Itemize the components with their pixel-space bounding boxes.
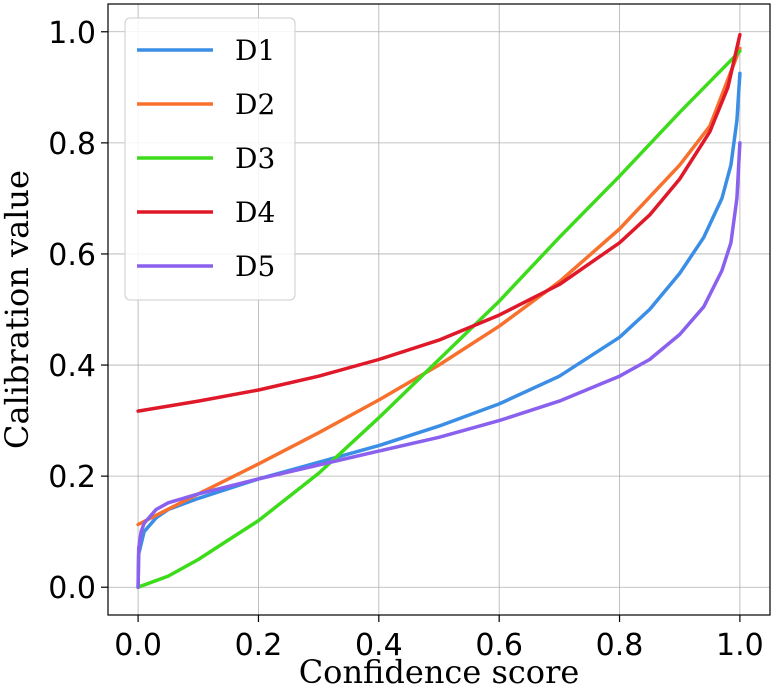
series-line-d1 — [136, 71, 742, 589]
x-tick-label: 0.2 — [235, 628, 283, 663]
series-lines — [136, 32, 742, 589]
y-tick-label: 1.0 — [48, 16, 96, 51]
legend: D1 D2 D3 D4 D5 — [124, 17, 296, 301]
y-tick-label: 0.0 — [48, 571, 96, 606]
x-tick-label: 0.6 — [475, 628, 523, 663]
legend-label: D3 — [235, 142, 275, 175]
axis-ticks: 0.0 0.2 0.4 0.6 0.8 1.0 0.0 0.2 0.4 0.6 0.8 1.0 — [48, 16, 763, 663]
series-line-d3 — [136, 49, 742, 589]
x-tick-label: 0.0 — [114, 628, 162, 663]
y-tick-label: 0.8 — [48, 127, 96, 162]
legend-label: D1 — [235, 34, 275, 67]
y-axis-label: Calibration value — [0, 170, 36, 449]
plot-area-frame — [107, 3, 771, 616]
x-tick-label: 0.4 — [355, 628, 403, 663]
series-line-d2 — [136, 46, 742, 527]
y-tick-label: 0.6 — [48, 238, 96, 273]
y-tick-label: 0.2 — [48, 460, 96, 495]
x-axis-label: Confidence score — [299, 653, 580, 691]
series-line-d4 — [136, 32, 742, 413]
series-line-d5 — [136, 141, 742, 589]
legend-label: D5 — [235, 250, 275, 283]
x-tick-label: 0.8 — [596, 628, 644, 663]
legend-label: D2 — [235, 88, 275, 121]
legend-label: D4 — [235, 196, 275, 229]
y-tick-label: 0.4 — [48, 349, 96, 384]
x-tick-label: 1.0 — [716, 628, 764, 663]
